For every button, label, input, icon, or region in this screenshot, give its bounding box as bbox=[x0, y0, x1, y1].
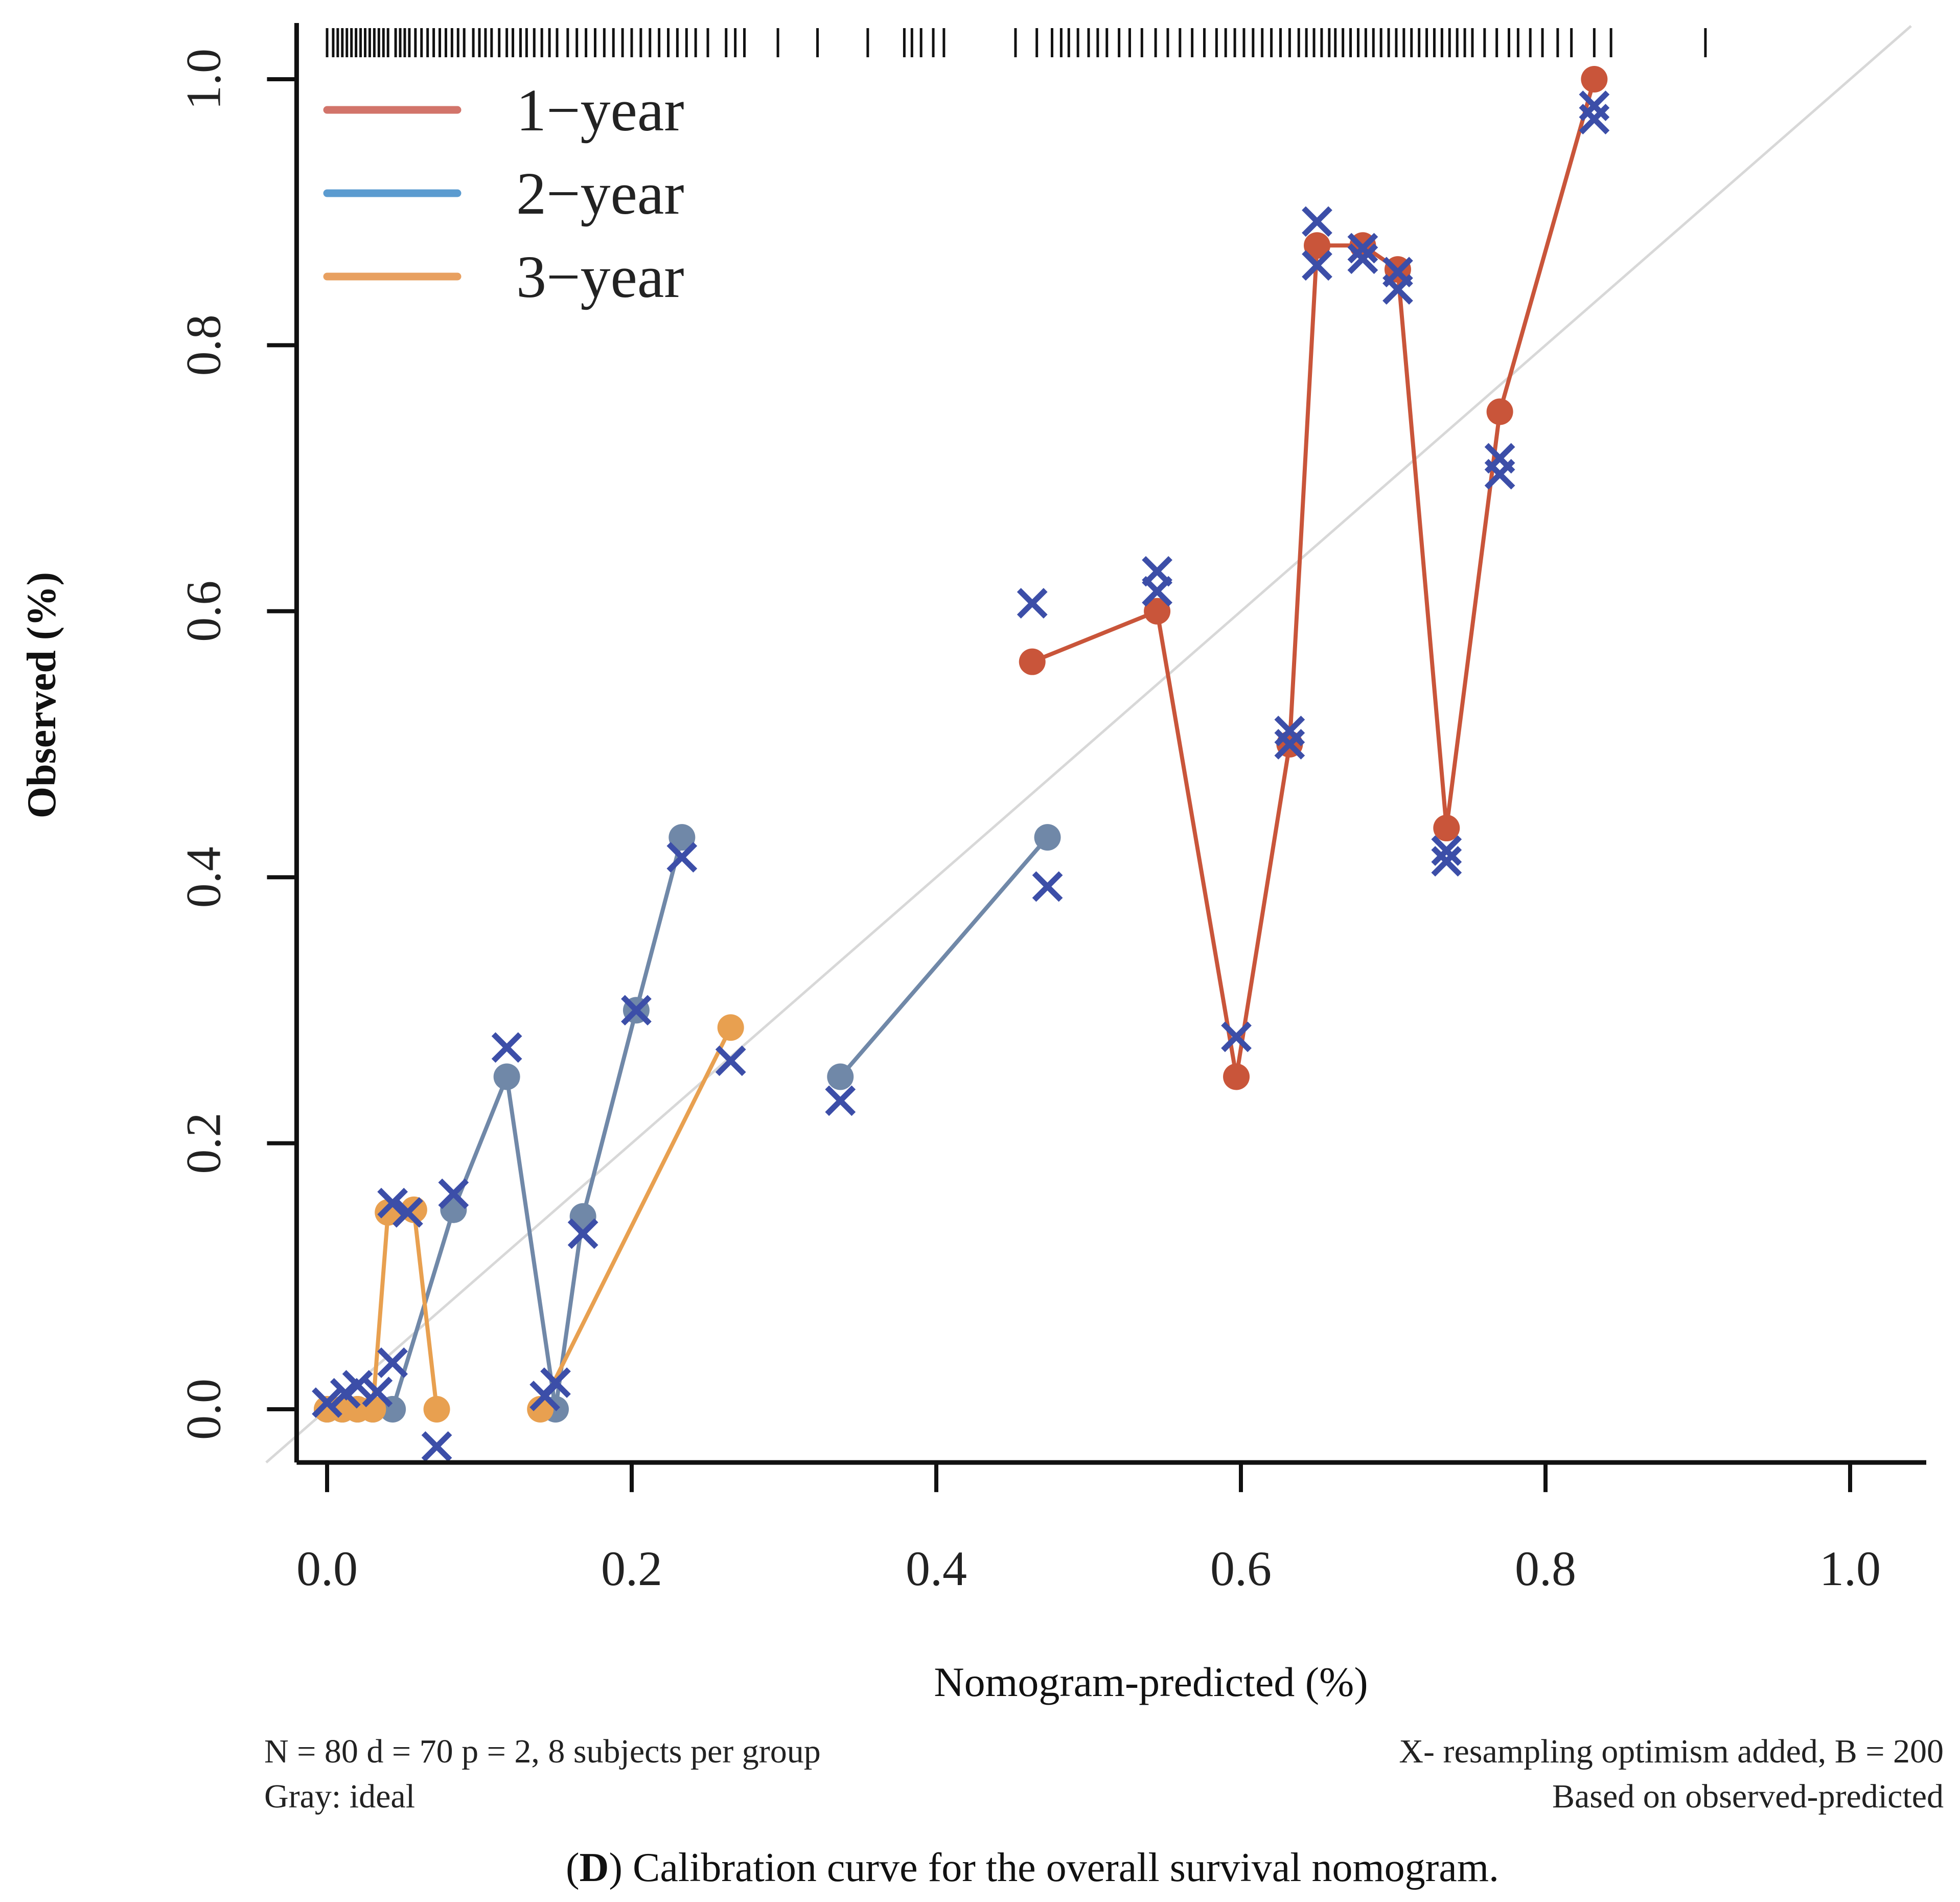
series-1yr-cross-11 bbox=[1382, 274, 1413, 305]
series-2yr-cross-5 bbox=[393, 1197, 423, 1228]
series-1yr-point-0-9 bbox=[1581, 66, 1608, 93]
series-1yr-cross-17 bbox=[1579, 104, 1610, 134]
series-1yr-cross-5 bbox=[1274, 729, 1305, 760]
series-1yr-cross-7 bbox=[1302, 250, 1332, 281]
series-1yr-line-0 bbox=[1030, 77, 1597, 1079]
series-2yr-point-1-1 bbox=[1034, 824, 1061, 851]
y-tick-label-4: 0.8 bbox=[176, 314, 230, 376]
series-3yr-point-0-6 bbox=[423, 1396, 450, 1423]
series-1yr-cross-12 bbox=[1431, 835, 1462, 866]
series-1yr-cross-13 bbox=[1431, 846, 1462, 877]
series-2yr-cross-12 bbox=[567, 1218, 598, 1249]
series-2yr-cross-8 bbox=[438, 1178, 469, 1209]
series-1yr-cross-4 bbox=[1274, 716, 1305, 746]
legend-label-3yr: 3−year bbox=[516, 243, 684, 310]
caption-label-open: ( bbox=[566, 1845, 580, 1890]
x-tick-label-0: 0.0 bbox=[296, 1541, 358, 1596]
series-2yr-cross-9 bbox=[491, 1032, 522, 1063]
x-tick-label-2: 0.4 bbox=[906, 1541, 967, 1596]
series-2yr-cross-0 bbox=[312, 1387, 342, 1418]
ideal-line bbox=[265, 25, 1912, 1463]
axes: 0.0 0.2 0.4 0.6 0.8 1.0 0.0 0.2 0.4 0.6 0.8 1.0 bbox=[176, 23, 1926, 1596]
series-1yr-cross-0 bbox=[1017, 588, 1048, 619]
caption-label-close: ) bbox=[609, 1845, 622, 1890]
series-2yr-cross-6 bbox=[377, 1347, 408, 1378]
series-1yr-cross-3 bbox=[1221, 1021, 1252, 1052]
series-2yr-cross-15 bbox=[715, 1045, 746, 1076]
caption-text: Calibration curve for the overall surviv… bbox=[622, 1845, 1499, 1890]
series-2yr-cross-13 bbox=[621, 995, 652, 1026]
y-axis-title: Observed (%) bbox=[19, 572, 64, 818]
footnote-left-line2: Gray: ideal bbox=[264, 1778, 415, 1815]
x-tick-label-3: 0.6 bbox=[1210, 1541, 1272, 1596]
series-2yr-cross-3 bbox=[362, 1377, 393, 1408]
series-1yr-cross-8 bbox=[1347, 233, 1378, 264]
series-1yr-cross-6 bbox=[1302, 206, 1332, 237]
figure-caption: (D) Calibration curve for the overall su… bbox=[566, 1845, 1499, 1890]
series-2yr-cross-11 bbox=[540, 1367, 571, 1398]
series-1yr-cross-2 bbox=[1142, 576, 1172, 607]
series-3yr-point-1-1 bbox=[717, 1014, 744, 1041]
y-tick-label-1: 0.2 bbox=[176, 1113, 230, 1174]
caption-label-letter: D bbox=[580, 1845, 609, 1890]
series-1yr-point-0-8 bbox=[1486, 398, 1513, 425]
series-2yr-point-0-8 bbox=[569, 1203, 596, 1230]
series-1yr-point-0-2 bbox=[1223, 1063, 1250, 1090]
x-tick-label-4: 0.8 bbox=[1515, 1541, 1576, 1596]
x-axis-title: Nomogram-predicted (%) bbox=[934, 1659, 1368, 1705]
footnote-right-line2: Based on observed-predicted bbox=[1552, 1778, 1944, 1815]
y-tick-label-5: 1.0 bbox=[176, 49, 230, 110]
series-1yr-cross-16 bbox=[1579, 90, 1610, 121]
series-2yr-cross-7 bbox=[421, 1431, 452, 1462]
series-2yr-point-0-6 bbox=[493, 1063, 520, 1090]
footnote-right-line1: X- resampling optimism added, B = 200 bbox=[1399, 1733, 1944, 1770]
y-tick-label-0: 0.0 bbox=[176, 1379, 230, 1440]
series-2yr-point-0-10 bbox=[668, 824, 696, 851]
series-3yr-point-1-0 bbox=[527, 1396, 554, 1423]
series-2yr-cross-4 bbox=[377, 1187, 408, 1219]
y-tick-label-2: 0.4 bbox=[176, 846, 230, 908]
series-2yr-cross-16 bbox=[825, 1085, 856, 1116]
footnote-left-line1: N = 80 d = 70 p = 2, 8 subjects per grou… bbox=[264, 1733, 821, 1770]
legend: 1−year 2−year 3−year bbox=[323, 77, 684, 310]
series-2yr-cross-2 bbox=[342, 1370, 373, 1401]
series-3yr-line-1 bbox=[538, 1025, 733, 1411]
legend-label-1yr: 1−year bbox=[516, 77, 684, 144]
series-1yr-cross-15 bbox=[1484, 459, 1515, 490]
series-1yr-point-0-0 bbox=[1019, 648, 1046, 675]
y-tick-label-3: 0.6 bbox=[176, 581, 230, 642]
legend-label-2yr: 2−year bbox=[516, 160, 684, 227]
rug bbox=[326, 28, 1707, 57]
series-1yr-point-0-7 bbox=[1433, 814, 1460, 841]
series-3yr-line-0 bbox=[325, 1207, 439, 1411]
series-2yr-line-1 bbox=[838, 835, 1050, 1079]
series-2yr-cross-17 bbox=[1032, 871, 1063, 902]
series-2yr-cross-14 bbox=[666, 842, 698, 873]
series-1yr-point-0-4 bbox=[1304, 232, 1330, 259]
plot-area bbox=[265, 25, 1912, 1463]
series-1yr-point-0-1 bbox=[1144, 598, 1171, 625]
x-tick-label-1: 0.2 bbox=[601, 1541, 662, 1596]
series-1yr-cross-9 bbox=[1347, 243, 1378, 274]
x-tick-label-5: 1.0 bbox=[1819, 1541, 1881, 1596]
series-2yr-point-1-0 bbox=[827, 1063, 854, 1090]
